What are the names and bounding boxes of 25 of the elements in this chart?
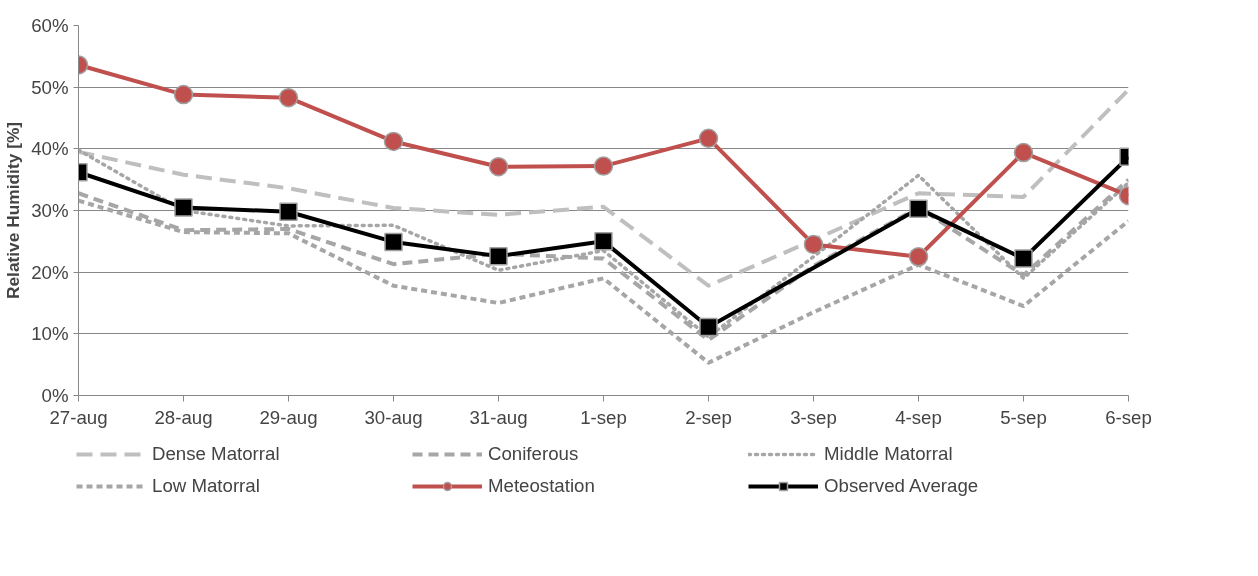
y-tick-label: 60% [31,15,69,36]
legend-label: Coniferous [488,443,580,465]
x-tick-label: 30-aug [364,406,423,428]
y-axis-title: Relative Humidity [%] [3,121,24,300]
x-tick-label: 29-aug [259,406,318,428]
legend-label: Observed Average [824,475,980,497]
legend-label: Middle Matorral [824,443,954,465]
x-tick-label: 6-sep [1105,406,1152,428]
x-tick-label: 4-sep [895,406,942,428]
y-tick-label: 50% [31,76,69,98]
x-tick-label: 28-aug [154,406,213,428]
y-tick-label: 40% [31,138,69,160]
y-tick-label: 0% [41,385,69,406]
legend-label: Low Matorral [152,475,261,497]
x-tick-label: 31-aug [469,406,528,428]
legend-label: Dense Matorral [152,443,281,465]
x-tick-label: 1-sep [580,406,627,428]
x-tick-label: 5-sep [1000,406,1047,428]
x-tick-label: 27-aug [49,406,108,428]
x-tick-label: 3-sep [790,406,837,428]
x-tick-label: 2-sep [685,406,732,428]
y-tick-label: 30% [31,200,69,221]
y-tick-label: 20% [31,261,69,283]
legend-label: Meteostation [488,475,596,497]
y-tick-label: 10% [31,323,69,345]
